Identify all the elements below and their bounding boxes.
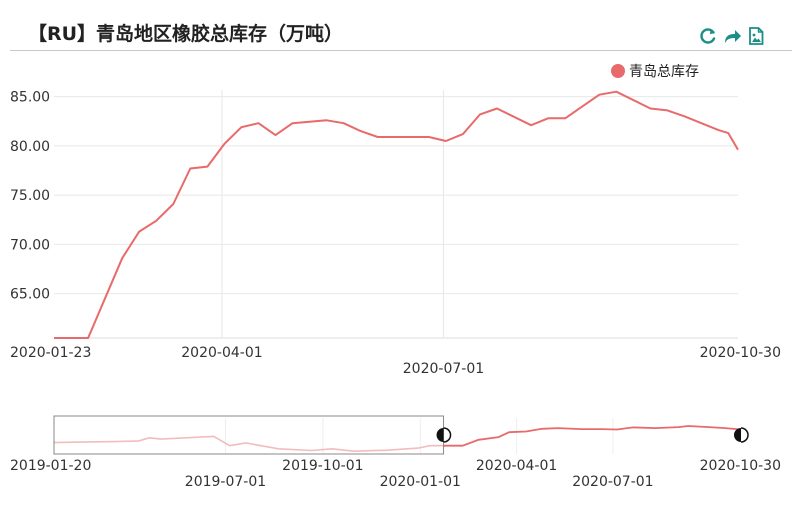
zoom-handle-icon[interactable] [734,428,741,442]
zoom-axis-label: 2020-10-30 [700,458,781,474]
y-tick-label: 85.00 [10,90,50,106]
x-tick-label: 2020-07-01 [403,361,484,377]
zoom-axis-label: 2019-10-01 [282,458,363,474]
y-tick-label: 75.00 [10,188,50,204]
legend-marker [611,64,625,78]
zoom-handle-edge [443,427,452,443]
zoom-axis-label: 2019-07-01 [185,474,266,490]
legend-label: 青岛总库存 [629,64,699,80]
zoom-selected-line [443,425,742,447]
y-tick-label: 70.00 [10,237,50,253]
zoom-axis-label: 2020-04-01 [476,458,557,474]
series-line-青岛总库存 [54,90,739,339]
zoom-axis-label: 2019-01-20 [10,458,91,474]
x-tick-label: 2020-04-01 [181,345,262,361]
zoom-handle-icon[interactable] [436,428,444,442]
chart-title: 【RU】青岛地区橡胶总库存（万吨） [28,23,344,45]
share-icon[interactable] [722,26,742,46]
chart-header: 【RU】青岛地区橡胶总库存（万吨） [10,0,792,51]
zoom-axis-label: 2020-07-01 [572,474,653,490]
y-tick-label: 65.00 [10,287,50,303]
save-image-icon[interactable] [746,26,766,46]
toolbox [698,26,766,46]
restore-icon[interactable] [698,26,718,46]
zoom-axis-label: 2020-01-01 [380,474,461,490]
x-tick-label: 2020-01-23 [10,345,91,361]
x-tick-label: 2020-10-30 [700,345,781,361]
y-tick-label: 80.00 [10,139,50,155]
zoom-handle-edge [740,427,749,443]
zoom-unselected-line [53,435,444,453]
zoom-window-frame [53,415,445,455]
